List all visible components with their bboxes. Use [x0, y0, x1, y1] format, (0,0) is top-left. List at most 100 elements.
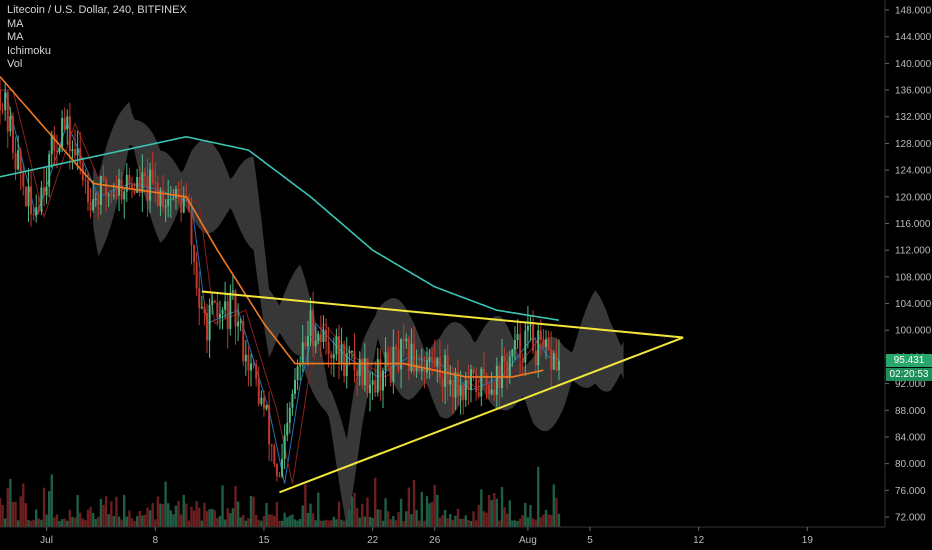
- candle-body: [208, 305, 211, 341]
- volume-bar: [249, 495, 253, 527]
- candle-body: [376, 359, 379, 393]
- candle-body: [40, 187, 43, 212]
- legend-volume[interactable]: Vol: [7, 58, 23, 70]
- candle-body: [545, 339, 548, 347]
- candle-body: [14, 152, 17, 170]
- candle-body: [348, 351, 351, 354]
- candle-body: [198, 288, 201, 309]
- candle-body: [167, 199, 170, 206]
- candle-body: [260, 397, 263, 404]
- volume-bar: [516, 520, 519, 527]
- candle-body: [350, 350, 353, 352]
- volume-bar: [125, 516, 128, 527]
- volume-bar: [42, 487, 46, 527]
- volume-bar: [402, 520, 405, 527]
- volume-bar: [363, 516, 367, 527]
- candle-body: [449, 380, 452, 385]
- legend-ma-1[interactable]: MA: [7, 17, 24, 30]
- candle-body: [423, 368, 426, 373]
- volume-bar: [500, 487, 504, 527]
- volume-bar: [174, 505, 178, 527]
- candle-body: [107, 194, 110, 196]
- volume-bar: [490, 499, 493, 527]
- candle-body: [436, 357, 439, 367]
- candle-body: [262, 397, 265, 409]
- volume-bar: [239, 517, 242, 527]
- volume-bar: [438, 517, 442, 527]
- candle-body: [503, 355, 506, 362]
- volume-bar: [231, 508, 235, 527]
- volume-bar: [477, 504, 480, 527]
- candle-body: [128, 174, 131, 185]
- candle-body: [74, 149, 77, 156]
- candle-body: [125, 174, 128, 192]
- candle-body: [216, 302, 219, 318]
- volume-bar: [495, 498, 499, 527]
- candle-body: [143, 172, 146, 177]
- volume-bar: [280, 520, 284, 527]
- candle-body: [304, 342, 307, 347]
- volume-bar: [319, 520, 323, 527]
- candle-body: [327, 341, 330, 355]
- candle-body: [363, 358, 366, 386]
- volume-bar: [6, 488, 9, 527]
- y-tick-label: 84.000: [895, 432, 926, 443]
- y-tick-label: 104.000: [895, 299, 932, 310]
- candle-body: [405, 338, 408, 342]
- candle-body: [130, 184, 133, 190]
- volume-bar: [97, 516, 100, 527]
- candle-body: [335, 335, 338, 355]
- candle-body: [524, 330, 527, 363]
- volume-bar: [200, 520, 204, 527]
- volume-bar: [22, 483, 25, 527]
- volume-bar: [423, 520, 426, 527]
- candle-body: [79, 148, 82, 164]
- volume-bar: [430, 501, 434, 527]
- candle-body: [319, 333, 322, 342]
- volume-bar: [353, 492, 356, 527]
- candle-body: [221, 309, 224, 314]
- candle-body: [61, 117, 64, 148]
- volume-bar: [154, 519, 157, 527]
- volume-bar: [89, 506, 92, 527]
- candle-body: [162, 190, 165, 208]
- volume-bar: [32, 519, 35, 527]
- volume-bar: [301, 505, 304, 527]
- y-tick-label: 72.000: [895, 512, 926, 523]
- volume-bar: [94, 519, 97, 527]
- volume-bar: [376, 509, 380, 527]
- candle-body: [400, 339, 403, 370]
- volume-bar: [322, 520, 325, 527]
- volume-bar: [242, 515, 245, 527]
- legend-ichimoku[interactable]: Ichimoku: [7, 44, 52, 57]
- volume-bar: [177, 500, 180, 527]
- candle-body: [63, 117, 66, 130]
- volume-bar: [115, 496, 118, 527]
- volume-bar: [58, 520, 61, 527]
- volume-bar: [298, 518, 302, 527]
- volume-bar: [371, 517, 374, 527]
- candle-body: [457, 372, 460, 396]
- candle-body: [394, 346, 397, 350]
- legend-ma-2[interactable]: MA: [7, 31, 24, 43]
- ma-slow-line: [0, 135, 560, 321]
- volume-bar: [513, 520, 517, 527]
- candle-body: [477, 392, 480, 397]
- volume-bar: [247, 518, 250, 527]
- candle-body: [322, 329, 325, 342]
- candle-body: [45, 186, 48, 196]
- volume-bar: [19, 496, 22, 527]
- volume-bar: [374, 477, 377, 527]
- candle-body: [218, 313, 221, 318]
- volume-bar: [159, 503, 162, 527]
- candle-body: [0, 90, 1, 111]
- candle-body: [4, 92, 7, 111]
- candle-body: [555, 353, 558, 371]
- volume-bar: [443, 509, 447, 527]
- volume-bar: [210, 508, 214, 527]
- volume-bar: [84, 520, 87, 527]
- volume-bar: [81, 518, 85, 527]
- candle-body: [433, 358, 436, 367]
- candle-body: [58, 147, 61, 152]
